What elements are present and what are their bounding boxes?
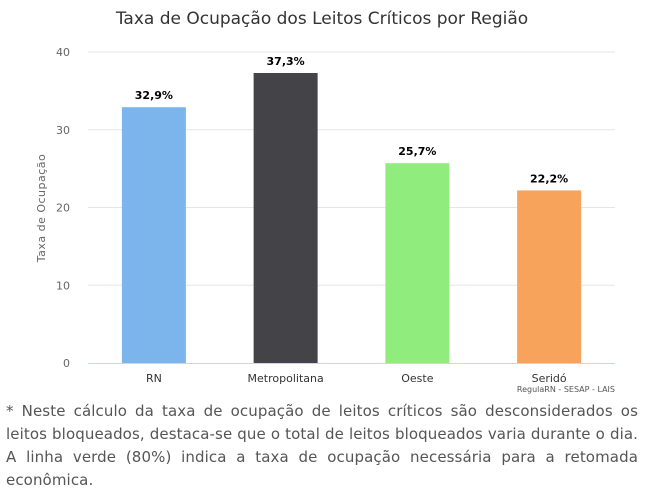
y-tick-label: 20 bbox=[56, 202, 70, 215]
y-tick-label: 10 bbox=[56, 279, 70, 292]
bar-oeste bbox=[385, 163, 450, 363]
x-category-label: Metropolitana bbox=[248, 372, 324, 385]
y-axis-title: Taxa de Ocupação bbox=[35, 154, 48, 264]
y-tick-label: 30 bbox=[56, 124, 70, 137]
bar-metropolitana bbox=[253, 72, 318, 364]
x-category-label: RN bbox=[146, 372, 162, 385]
data-labels: 32,9% 37,3% 25,7% 22,2% bbox=[135, 55, 568, 185]
data-label: 37,3% bbox=[267, 55, 305, 68]
y-tick-label: 0 bbox=[63, 357, 70, 370]
chart-title: Taxa de Ocupação dos Leitos Críticos por… bbox=[115, 9, 528, 29]
chart-credits: RegulaRN - SESAP - LAIS bbox=[517, 385, 615, 394]
bars bbox=[121, 72, 582, 364]
x-category-label: Oeste bbox=[401, 372, 433, 385]
y-axis-ticks: 0 10 20 30 40 bbox=[56, 46, 70, 370]
x-category-label: Seridó bbox=[532, 372, 567, 385]
bar-serido bbox=[517, 190, 582, 363]
footnote-text: * Neste cálculo da taxa de ocupação de l… bbox=[6, 402, 638, 489]
data-label: 32,9% bbox=[135, 89, 173, 102]
data-label: 22,2% bbox=[530, 172, 568, 185]
x-axis-labels: RN Metropolitana Oeste Seridó bbox=[146, 372, 567, 385]
y-tick-label: 40 bbox=[56, 46, 70, 59]
data-label: 25,7% bbox=[398, 145, 436, 158]
bar-chart: Taxa de Ocupação dos Leitos Críticos por… bbox=[35, 9, 615, 394]
bar-rn bbox=[121, 107, 186, 363]
